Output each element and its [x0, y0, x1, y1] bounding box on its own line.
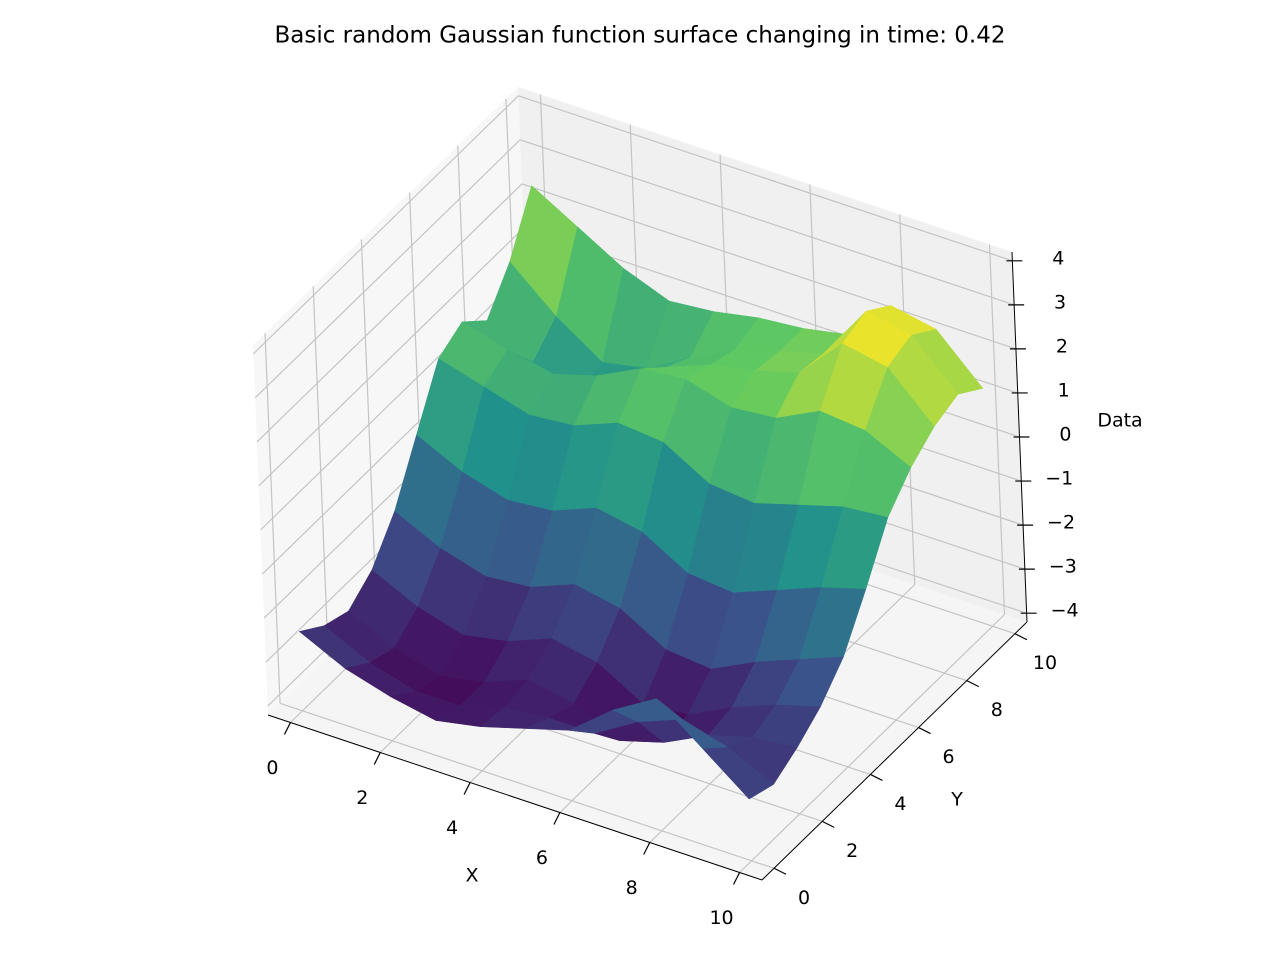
grid-line — [519, 139, 1015, 306]
grid-line — [260, 271, 526, 531]
tick-mark — [870, 773, 883, 781]
x-axis-line — [267, 714, 763, 881]
grid-line — [739, 614, 1005, 873]
tick-mark — [373, 752, 381, 765]
surface — [298, 185, 984, 800]
grid-line — [279, 702, 775, 869]
x-tick-label: 10 — [709, 907, 733, 929]
grid-line — [518, 95, 1013, 262]
y-tick-label: 8 — [991, 699, 1003, 721]
z-tick-label: 1 — [1058, 379, 1070, 401]
z-tick-label: −2 — [1047, 512, 1075, 534]
grid-line — [521, 183, 1017, 350]
z-axis-label: Data — [1097, 410, 1142, 432]
z-tick-label: −4 — [1051, 600, 1079, 622]
grid-line — [258, 227, 525, 487]
y-tick-label: 6 — [943, 746, 955, 768]
y-tick-label: 10 — [1033, 652, 1057, 674]
z-tick-label: −1 — [1045, 468, 1073, 490]
x-tick-label: 2 — [356, 787, 368, 809]
z-tick-label: −3 — [1049, 556, 1077, 578]
x-tick-label: 0 — [266, 757, 278, 779]
x-tick-label: 4 — [446, 817, 458, 839]
x-tick-label: 8 — [626, 877, 638, 899]
grid-line — [254, 139, 521, 399]
x-tick-label: 6 — [536, 847, 548, 869]
y-axis-line — [761, 621, 1028, 881]
z-tick-label: 4 — [1052, 247, 1064, 269]
z-tick-label: 0 — [1059, 424, 1071, 446]
z-tick-label: 2 — [1056, 335, 1068, 357]
tick-mark — [283, 722, 291, 735]
x-axis-label: X — [465, 865, 478, 887]
grid-line — [252, 95, 519, 355]
tick-mark — [1014, 633, 1028, 641]
tick-mark — [966, 680, 980, 688]
z-axis-line — [1011, 251, 1028, 623]
tick-mark — [733, 872, 741, 885]
tick-mark — [918, 727, 931, 735]
tick-mark — [643, 842, 651, 855]
z-tick-label: 3 — [1054, 291, 1066, 313]
surface-face — [702, 747, 774, 800]
axis-labels: 0 2 4 6 8 10 0 2 4 6 8 10 −4 −3 −2 −1 0 1 2 3 4 X Y Data — [266, 247, 1142, 929]
y-tick-label: 0 — [798, 887, 810, 909]
tick-mark — [463, 782, 471, 795]
y-tick-label: 2 — [846, 840, 858, 862]
tick-mark — [553, 812, 561, 825]
grid-line — [256, 183, 523, 443]
tick-mark — [773, 867, 787, 875]
y-axis-label: Y — [950, 789, 963, 811]
y-tick-label: 4 — [894, 793, 906, 815]
tick-mark — [821, 820, 835, 828]
chart-title: Basic random Gaussian function surface c… — [274, 23, 1005, 49]
